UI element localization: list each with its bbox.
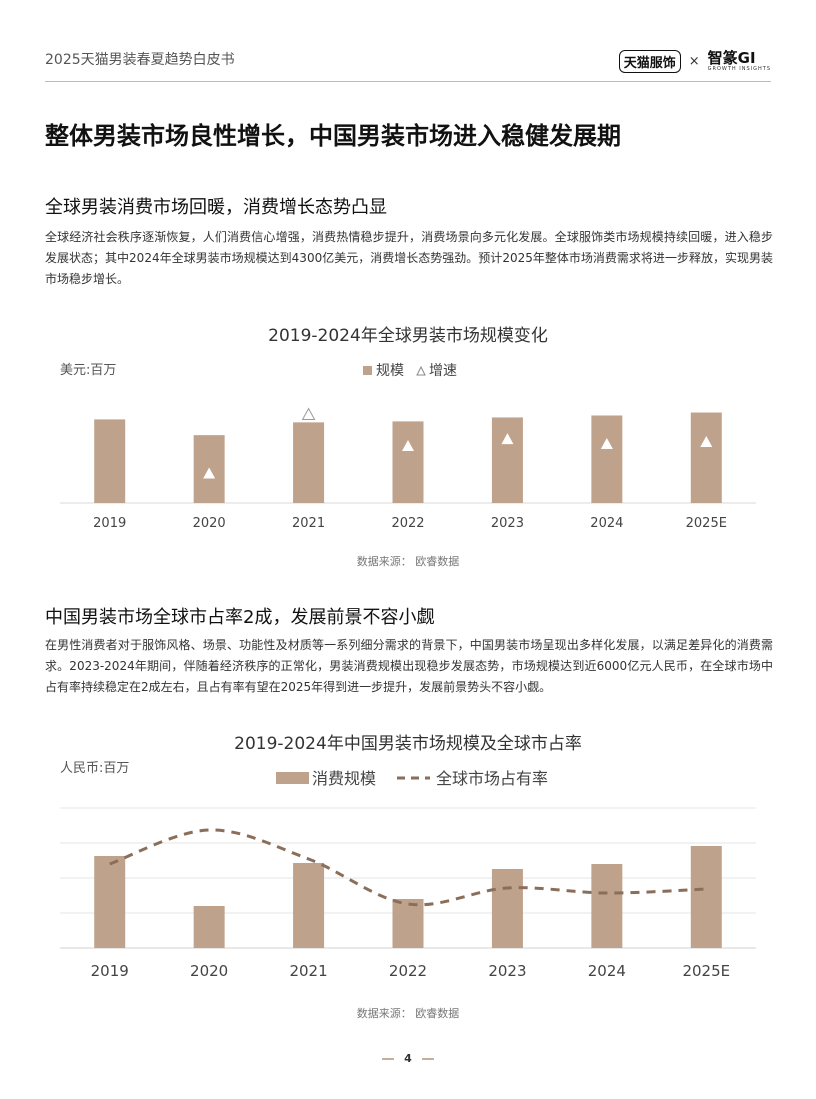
chart1-x-tick: 2019 (93, 516, 126, 531)
chart1-bar (591, 415, 623, 503)
page-number: 4 (404, 1052, 412, 1065)
legend-label-growth: 增速 (429, 363, 457, 379)
chart1-x-tick: 2021 (292, 516, 325, 531)
chart1-x-tick: 2024 (590, 516, 623, 531)
chart1-growth-marker (203, 467, 216, 479)
legend-label-scale: 规模 (376, 363, 404, 379)
chart2-source: 数据来源： 欧睿数据 (356, 1007, 460, 1020)
chart1-bar (293, 422, 325, 503)
chart2-unit-label: 人民币:百万 (60, 761, 130, 776)
chart2-x-tick: 2020 (190, 962, 228, 980)
zhizhuan-gi-logo: 智篆GI GROWTH INSIGHTS (707, 49, 771, 73)
tmall-fashion-logo: 天猫服饰 (618, 50, 681, 73)
logo-separator: × (688, 54, 700, 69)
header-divider (45, 81, 771, 82)
chart2-bar (193, 906, 225, 948)
partner-logos: 天猫服饰 × 智篆GI GROWTH INSIGHTS (618, 49, 771, 73)
chart2-bar (591, 864, 623, 948)
chart1-bar (94, 419, 126, 503)
legend-swatch-growth (416, 365, 426, 376)
chart1-growth-marker (402, 439, 414, 451)
chart2-x-tick: 2022 (389, 962, 427, 980)
legend-label-consumption: 消费规模 (312, 769, 376, 788)
chart2-bar (392, 899, 424, 948)
chart2-x-tick: 2019 (91, 962, 129, 980)
chart1-growth-marker (700, 436, 713, 448)
gi-logo-subtext: GROWTH INSIGHTS (707, 66, 771, 72)
chart1-x-tick: 2020 (193, 516, 226, 531)
chart1-x-tick: 2025E (686, 516, 727, 531)
gi-logo-text: 智篆GI (707, 49, 756, 67)
footer-dash-left (382, 1057, 395, 1060)
chart1-growth-marker (301, 407, 316, 420)
chart2-x-tick: 2023 (488, 962, 526, 980)
chart1-x-tick: 2023 (491, 516, 524, 531)
chart2-share-line (109, 828, 707, 907)
section-paragraph-global: 全球经济社会秩序逐渐恢复，人们消费信心增强，消费热情稳步提升，消费场景向多元化发… (45, 230, 773, 286)
page-footer: 4 (0, 1052, 816, 1065)
chart1-bar (491, 417, 523, 503)
chart2-x-tick: 2024 (588, 962, 626, 980)
chart1-title: 2019-2024年全球男装市场规模变化 (268, 326, 548, 346)
page-title: 整体男装市场良性增长，中国男装市场进入稳健发展期 (45, 122, 621, 150)
chart1-source: 数据来源： 欧睿数据 (356, 555, 460, 568)
legend-swatch-scale (363, 366, 372, 375)
chart2-bar (491, 869, 523, 948)
chart2-bar (690, 846, 722, 948)
document-title: 2025天猫男装春夏趋势白皮书 (45, 52, 235, 68)
footer-dash-right (421, 1057, 434, 1060)
legend-swatch-consumption (276, 772, 309, 784)
section-paragraph-china: 在男性消费者对于服饰风格、场景、功能性及材质等一系列细分需求的背景下，中国男装市… (45, 638, 773, 694)
section-title-china: 中国男装市场全球市占率2成，发展前景不容小觑 (45, 607, 435, 628)
legend-label-share: 全球市场占有率 (436, 769, 548, 788)
chart1-growth-marker (600, 438, 613, 449)
chart1-unit-label: 美元:百万 (60, 363, 117, 378)
chart2-bar (293, 863, 325, 948)
chart1-bar (690, 412, 722, 503)
chart2-x-tick: 2025E (682, 962, 730, 980)
chart2-bar (94, 856, 126, 948)
chart1-bar (392, 421, 424, 503)
section-title-global: 全球男装消费市场回暖，消费增长态势凸显 (45, 197, 387, 218)
chart1-x-tick: 2022 (391, 516, 424, 531)
chart1-growth-marker (501, 433, 514, 445)
chart2-title: 2019-2024年中国男装市场规模及全球市占率 (234, 734, 582, 754)
chart2-x-tick: 2021 (289, 962, 327, 980)
